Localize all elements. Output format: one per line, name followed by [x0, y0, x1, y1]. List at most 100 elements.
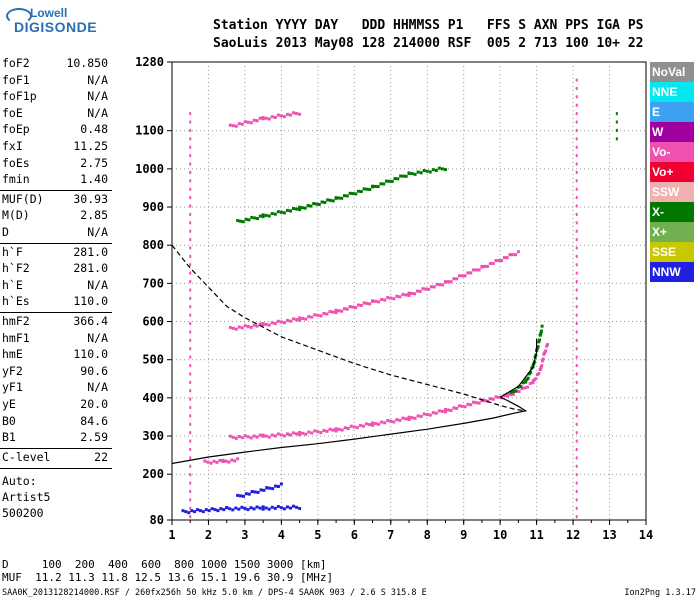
echo-point [316, 430, 320, 434]
echo-point [368, 188, 372, 192]
echo-point [392, 420, 396, 424]
echo-point [215, 460, 219, 464]
echo-point [258, 506, 262, 510]
param-value: 281.0 [73, 244, 108, 259]
param-row: yE 20.0 [0, 397, 112, 414]
echo-point [494, 395, 498, 399]
param-value: 84.6 [80, 413, 108, 428]
param-label: C-level [2, 449, 51, 464]
echo-point [243, 120, 247, 124]
echo-point [244, 217, 248, 221]
echo-point [323, 200, 327, 204]
echo-point [189, 389, 192, 393]
echo-point [425, 413, 429, 417]
echo-point [285, 208, 289, 212]
echo-point [429, 285, 433, 289]
echo-point [279, 210, 283, 214]
echo-point [460, 404, 464, 408]
x-tick-label: 5 [314, 528, 321, 542]
echo-point [218, 458, 222, 462]
param-label: hmF2 [2, 314, 30, 328]
echo-point [292, 431, 296, 435]
echo-point [189, 238, 192, 242]
echo-point [491, 262, 495, 266]
param-value: 366.4 [73, 314, 108, 328]
echo-point [243, 434, 247, 438]
param-row: foF1p N/A [0, 89, 112, 106]
param-row: yF2 90.6 [0, 364, 112, 381]
echo-point [306, 204, 310, 208]
echo-point [337, 196, 341, 200]
param-label: h`F [2, 244, 23, 259]
echo-point [292, 111, 296, 115]
echo-point [615, 128, 618, 132]
echo-point [285, 112, 289, 116]
echo-point [413, 172, 417, 176]
echo-point [434, 168, 438, 172]
legend: NoVal NNE E W Vo- Vo+ SSW X- X+ SSE NNW [650, 62, 694, 282]
echo-point [334, 196, 338, 200]
echo-point [410, 291, 414, 295]
echo-point [295, 505, 299, 509]
echo-point [416, 414, 420, 418]
param-row: h`F 281.0 [0, 245, 112, 262]
y-tick-label: 80 [150, 513, 164, 527]
echo-point [189, 489, 192, 493]
echo-point [210, 507, 214, 511]
echo-point [240, 122, 244, 126]
echo-point [486, 264, 490, 268]
echo-point [295, 432, 299, 436]
echo-point [189, 322, 192, 326]
echo-point [212, 459, 216, 463]
param-value: 2.85 [80, 208, 108, 223]
echo-point [466, 402, 470, 406]
y-tick-label: 800 [142, 238, 164, 252]
profile-curve-solid-upper [499, 338, 538, 398]
echo-point [241, 220, 245, 224]
echo-point [189, 120, 192, 124]
legend-item: NoVal [650, 62, 694, 82]
echo-point [431, 168, 435, 172]
echo-point [374, 299, 378, 303]
echo-point [575, 439, 578, 443]
echo-point [575, 271, 578, 275]
echo-point [615, 112, 618, 116]
echo-point [309, 204, 313, 208]
y-tick-label: 1000 [135, 162, 164, 176]
echo-point [189, 473, 192, 477]
x-tick-label: 11 [529, 528, 543, 542]
echo-point [415, 289, 419, 293]
param-label: h`E [2, 277, 23, 292]
echo-point [255, 505, 259, 509]
echo-point [393, 177, 397, 181]
autoscaling-info: 500200 [2, 506, 44, 521]
echo-point [435, 282, 439, 286]
echo-point [500, 259, 504, 263]
echo-point [279, 114, 283, 118]
param-row: foF1 N/A [0, 73, 112, 90]
echo-point [575, 95, 578, 99]
param-value: 90.6 [80, 363, 108, 378]
echo-point [575, 347, 578, 351]
echo-point [362, 301, 366, 305]
echo-point [575, 112, 578, 116]
echo-point [575, 456, 578, 460]
echo-point [575, 263, 578, 267]
echo-point [322, 428, 326, 432]
echo-point [209, 461, 213, 465]
echo-point [219, 507, 223, 511]
echo-point [295, 207, 299, 211]
echo-point [389, 296, 393, 300]
echo-point [404, 417, 408, 421]
echo-point [418, 289, 422, 293]
echo-point [189, 515, 192, 519]
echo-point [314, 202, 318, 206]
param-value: N/A [87, 380, 108, 395]
param-label: MUF(D) [2, 191, 44, 206]
echo-point [189, 196, 192, 200]
echo-point [241, 494, 245, 498]
echo-point [233, 459, 237, 463]
echo-point [273, 506, 277, 510]
echo-point [258, 116, 262, 120]
